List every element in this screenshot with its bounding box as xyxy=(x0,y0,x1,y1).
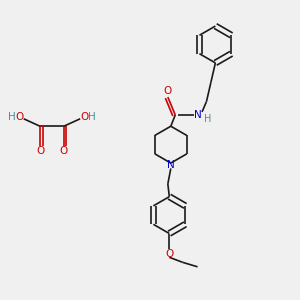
Text: O: O xyxy=(80,112,88,122)
Text: H: H xyxy=(204,114,211,124)
Text: O: O xyxy=(16,112,24,122)
Text: O: O xyxy=(164,86,172,96)
Text: O: O xyxy=(165,249,173,259)
Text: N: N xyxy=(167,160,175,170)
Text: O: O xyxy=(36,146,44,157)
Text: N: N xyxy=(194,110,201,120)
Text: O: O xyxy=(60,146,68,157)
Text: H: H xyxy=(8,112,16,122)
Text: H: H xyxy=(88,112,96,122)
